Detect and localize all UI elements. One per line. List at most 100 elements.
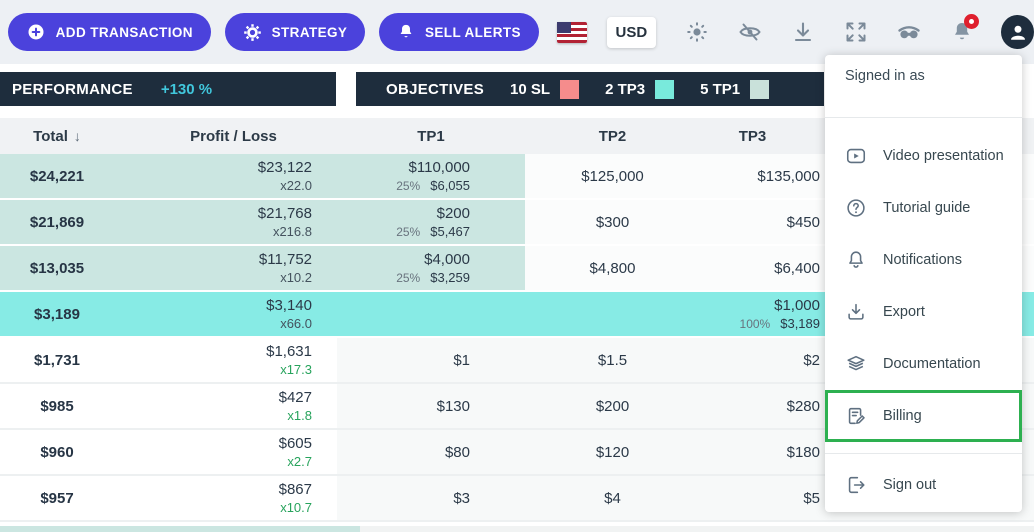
notifications-bell-icon[interactable]	[950, 14, 980, 44]
cell-profit-loss: $867 x10.7	[150, 476, 337, 522]
bell-outline-icon	[849, 251, 863, 268]
cell-tp2: $300	[525, 200, 700, 246]
table-row[interactable]: $13,035 $11,752 x10.2 $4,000 25% $3,259 $4,800…	[0, 246, 1034, 292]
multiplier: x66.0	[280, 316, 312, 331]
cell-tp2: $200	[525, 384, 700, 430]
multiplier: x10.2	[280, 270, 312, 285]
hide-values-eye-off-icon[interactable]	[738, 20, 762, 44]
cell-total: $24,221	[0, 154, 150, 200]
tp3-sell-value: $3,189	[780, 315, 820, 331]
notification-badge	[964, 14, 980, 29]
cell-profit-loss: $23,122 x22.0	[150, 154, 337, 200]
cell-tp2: $4,800	[525, 246, 700, 292]
cell-profit-loss: $11,752 x10.2	[150, 246, 337, 292]
cell-tp1	[337, 292, 525, 338]
tp3-color-swatch	[655, 79, 675, 99]
top-toolbar: ADD TRANSACTION STRATEGY SELL ALERTS USD	[0, 0, 1034, 64]
cell-tp1: $200 25% $5,467	[337, 200, 525, 246]
header-tp2[interactable]: TP2	[598, 127, 627, 145]
cell-tp2: $120	[525, 430, 700, 476]
tp1-sell-percent: 25%	[396, 270, 421, 285]
fullscreen-expand-icon[interactable]	[844, 20, 868, 44]
cell-tp2: $125,000	[525, 154, 700, 200]
bell-icon	[400, 24, 412, 38]
currency-selector[interactable]: USD	[606, 16, 657, 48]
tp1-color-swatch	[750, 79, 770, 99]
cell-total: $3,189	[0, 292, 150, 338]
legend-stop-loss: 10 SL	[510, 79, 580, 99]
cell-tp1: $3	[337, 476, 525, 522]
question-circle-icon	[847, 199, 865, 217]
multiplier: x10.7	[280, 500, 312, 515]
download-icon[interactable]	[791, 20, 815, 44]
export-download-icon	[848, 303, 864, 320]
header-profit-loss[interactable]: Profit / Loss	[190, 127, 277, 145]
tp1-sell-value: $5,467	[430, 223, 470, 239]
cell-tp1: $80	[337, 430, 525, 476]
partial-next-row	[0, 526, 1034, 532]
cell-profit-loss: $1,631 x17.3	[150, 338, 337, 384]
menu-item-export[interactable]: Export	[825, 286, 1022, 338]
multiplier: x17.3	[280, 362, 312, 377]
menu-item-notifications[interactable]: Notifications	[825, 234, 1022, 286]
invoice-edit-icon	[848, 407, 865, 425]
performance-bar: PERFORMANCE +130 %	[0, 72, 336, 106]
strategy-button[interactable]: STRATEGY	[224, 13, 366, 51]
cell-total: $13,035	[0, 246, 150, 292]
sign-out-icon	[848, 476, 865, 494]
cell-tp2	[525, 292, 700, 338]
incognito-mask-icon[interactable]	[897, 20, 921, 44]
legend-tp3: 2 TP3	[605, 79, 675, 99]
menu-item-documentation[interactable]: Documentation	[825, 338, 1022, 390]
account-dropdown-menu: Signed in as Video presentation Tutorial…	[825, 55, 1022, 512]
cell-tp1: $4,000 25% $3,259	[337, 246, 525, 292]
cell-total: $1,731	[0, 338, 150, 384]
menu-item-video-presentation[interactable]: Video presentation	[825, 130, 1022, 182]
multiplier: x22.0	[280, 178, 312, 193]
cell-profit-loss: $427 x1.8	[150, 384, 337, 430]
cell-profit-loss: $21,768 x216.8	[150, 200, 337, 246]
signed-in-as-label: Signed in as	[845, 68, 925, 84]
cell-total: $21,869	[0, 200, 150, 246]
header-tp3[interactable]: TP3	[738, 127, 767, 145]
multiplier: x216.8	[272, 224, 312, 239]
menu-item-billing[interactable]: Billing	[825, 390, 1022, 442]
cell-total: $960	[0, 430, 150, 476]
account-avatar-icon[interactable]	[1001, 15, 1034, 49]
gear-icon	[243, 23, 261, 41]
sl-color-swatch	[560, 79, 580, 99]
cell-tp1: $110,000 25% $6,055	[337, 154, 525, 200]
us-flag-icon[interactable]	[556, 21, 587, 43]
tp1-sell-percent: 25%	[396, 224, 421, 239]
header-total[interactable]: Total ↓	[33, 127, 81, 145]
cell-total: $957	[0, 476, 150, 522]
add-transaction-button[interactable]: ADD TRANSACTION	[8, 13, 211, 51]
cell-tp1: $130	[337, 384, 525, 430]
tp1-sell-percent: 25%	[396, 178, 421, 193]
add-transaction-label: ADD TRANSACTION	[55, 24, 193, 40]
menu-divider	[825, 117, 1022, 118]
sell-alerts-label: SELL ALERTS	[425, 24, 521, 40]
strategy-label: STRATEGY	[271, 24, 348, 40]
menu-divider	[825, 453, 1022, 454]
menu-item-tutorial-guide[interactable]: Tutorial guide	[825, 182, 1022, 234]
sort-desc-icon: ↓	[73, 128, 81, 144]
objectives-label: OBJECTIVES	[386, 80, 485, 98]
header-tp1[interactable]: TP1	[417, 127, 445, 145]
tp3-sell-percent: 100%	[739, 316, 771, 331]
table-row[interactable]: $957 $867 x10.7 $3 $4 $5	[0, 476, 1034, 522]
menu-item-sign-out[interactable]: Sign out	[825, 459, 1022, 511]
sell-alerts-button[interactable]: SELL ALERTS	[379, 13, 539, 51]
objectives-bar: OBJECTIVES 10 SL 2 TP3 5 TP1	[356, 72, 824, 106]
cell-tp1: $1	[337, 338, 525, 384]
tp1-sell-value: $3,259	[430, 269, 470, 285]
multiplier: x2.7	[287, 454, 312, 469]
multiplier: x1.8	[287, 408, 312, 423]
performance-label: PERFORMANCE	[12, 80, 133, 98]
cell-tp2: $1.5	[525, 338, 700, 384]
plus-circle-icon	[28, 24, 44, 40]
cell-profit-loss: $605 x2.7	[150, 430, 337, 476]
menu-items: Video presentation Tutorial guide Notifi…	[825, 118, 1022, 511]
theme-sun-icon[interactable]	[685, 20, 709, 44]
